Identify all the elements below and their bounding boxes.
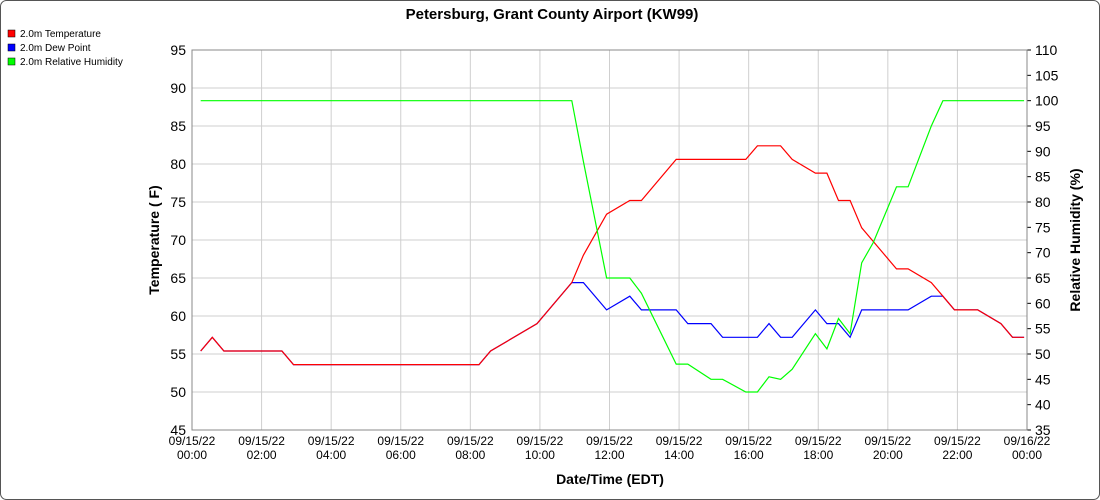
x-tick-label: 09/15/22 14:00 [656, 434, 703, 462]
x-tick-label: 09/15/22 00:00 [169, 434, 216, 462]
legend-label: 2.0m Relative Humidity [20, 57, 123, 68]
x-tick-label: 09/15/22 20:00 [864, 434, 911, 462]
y2-tick-label: 100 [1035, 93, 1059, 109]
x-tick-label: 09/15/22 18:00 [795, 434, 842, 462]
y-tick-label: 90 [170, 80, 186, 96]
y-tick-label: 50 [170, 384, 186, 400]
x-tick-label: 09/15/22 04:00 [308, 434, 355, 462]
x-tick-label: 09/16/22 00:00 [1004, 434, 1051, 462]
y2-tick-label: 35 [1035, 422, 1051, 438]
x-tick-label: 09/15/22 10:00 [517, 434, 564, 462]
x-tick-label: 09/15/22 16:00 [725, 434, 772, 462]
series-line [200, 100, 1025, 393]
y-tick-label: 75 [170, 194, 186, 210]
y-tick-label: 85 [170, 118, 186, 134]
y2-axis-label: Relative Humidity (%) [1067, 168, 1083, 311]
y2-tick-label: 95 [1035, 118, 1051, 134]
legend-swatch [7, 29, 16, 38]
y2-tick-label: 90 [1035, 143, 1051, 159]
y2-tick-label: 55 [1035, 321, 1051, 337]
y-axis-label: Temperature ( F) [146, 185, 162, 294]
legend-label: 2.0m Dew Point [20, 43, 91, 54]
y2-tick-label: 40 [1035, 397, 1051, 413]
x-tick-label: 09/15/22 22:00 [934, 434, 981, 462]
y-tick-label: 70 [170, 232, 186, 248]
y2-tick-label: 65 [1035, 270, 1051, 286]
y2-tick-label: 80 [1035, 194, 1051, 210]
legend-label: 2.0m Temperature [20, 29, 101, 40]
y2-tick-label: 50 [1035, 346, 1051, 362]
x-axis-label: Date/Time (EDT) [556, 471, 664, 487]
plot-border [191, 49, 1028, 431]
x-tick-label: 09/15/22 02:00 [238, 434, 285, 462]
x-tick-label: 09/15/22 08:00 [447, 434, 494, 462]
y-tick-label: 60 [170, 308, 186, 324]
y-tick-label: 45 [170, 422, 186, 438]
legend-swatch [7, 57, 16, 66]
y2-tick-label: 60 [1035, 295, 1051, 311]
y2-tick-label: 110 [1035, 42, 1058, 58]
y-tick-label: 55 [170, 346, 186, 362]
series-line [200, 145, 1025, 366]
y2-tick-label: 75 [1035, 219, 1051, 235]
y2-tick-label: 85 [1035, 169, 1051, 185]
y-tick-label: 95 [170, 42, 186, 58]
y2-tick-label: 45 [1035, 371, 1051, 387]
y-tick-label: 65 [170, 270, 186, 286]
legend-swatch [7, 43, 16, 52]
x-tick-label: 09/15/22 06:00 [377, 434, 424, 462]
y-tick-label: 80 [170, 156, 186, 172]
x-tick-label: 09/15/22 12:00 [586, 434, 633, 462]
y2-tick-label: 70 [1035, 245, 1051, 261]
y2-tick-label: 105 [1035, 67, 1059, 83]
chart-title: Petersburg, Grant County Airport (KW99) [406, 6, 699, 23]
